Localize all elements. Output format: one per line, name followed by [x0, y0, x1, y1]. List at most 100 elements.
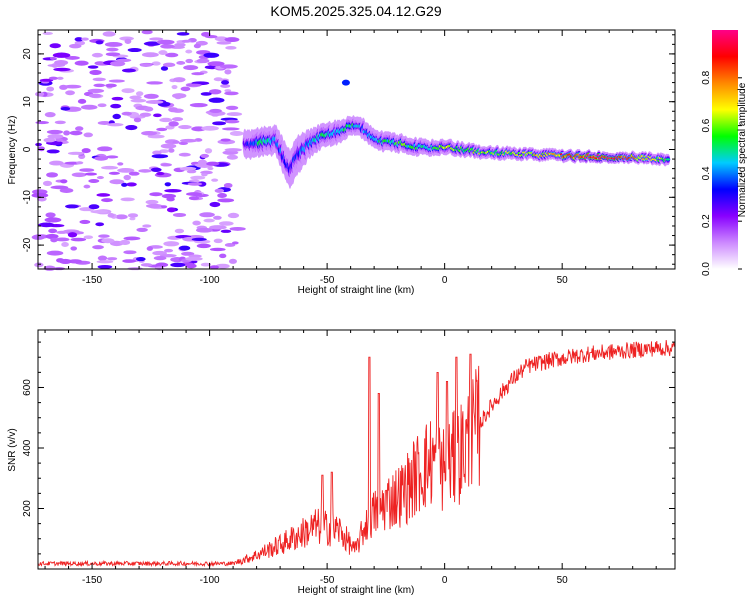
spectrogram-noise-speck	[104, 42, 123, 47]
spectrogram-noise-speck	[87, 88, 105, 93]
spectrogram-noise-speck	[106, 47, 119, 52]
spectrogram-noise-speck	[226, 154, 239, 160]
spectrogram-noise-speck	[37, 146, 45, 152]
spectrogram-noise-speck	[43, 265, 56, 271]
spectrogram-noise-speck	[35, 91, 45, 97]
spectrogram-noise-speck	[185, 192, 203, 196]
spectrogram-noise-speck	[96, 260, 114, 264]
spectrogram-noise-speck	[189, 103, 208, 108]
spectrogram-noise-speck	[210, 112, 220, 117]
spectrogram-noise-speck	[110, 60, 126, 67]
spectrogram-noise-speck	[204, 34, 218, 39]
spectrogram-noise-speck	[105, 155, 119, 159]
spectrogram-noise-speck	[185, 256, 203, 261]
spectrogram-noise-speck	[126, 182, 137, 187]
spectrogram-noise-speck	[141, 131, 158, 136]
spectrogram-noise-speck	[199, 212, 215, 218]
spectrogram-noise-speck	[97, 265, 113, 269]
spectrogram-noise-speck	[231, 241, 239, 245]
spectrogram-noise-speck	[84, 172, 97, 176]
spectrogram-x-ticks: -150 -100 -50 0 50	[44, 30, 657, 286]
spectrogram-noise-speck	[166, 207, 176, 213]
spectrogram-noise-speck	[45, 212, 56, 218]
spectrogram-noise-speck	[42, 180, 53, 186]
spectrogram-noise-speck	[74, 60, 89, 66]
spectrogram-noise-speck	[176, 32, 190, 36]
spectrogram-noise-speck	[128, 171, 140, 176]
spectrogram-noise-speck	[165, 52, 179, 58]
spectrogram-noise-speck	[50, 56, 57, 61]
spectrogram-noise-speck	[192, 220, 201, 226]
spectrogram-noise-speck	[96, 176, 104, 180]
y-tick-label: 400	[22, 439, 33, 456]
spectrogram-noise-speck	[52, 52, 71, 58]
spectrogram-noise-speck	[79, 219, 91, 225]
spectrogram-noise-speck	[79, 168, 95, 172]
spectrogram-noise-speck	[92, 77, 106, 82]
y-tick-label: 200	[22, 500, 33, 517]
spectrogram-noise-speck	[211, 178, 219, 182]
spectrogram-noise-speck	[87, 65, 99, 69]
spectrogram-noise-speck	[80, 104, 98, 110]
spectrogram-noise-speck	[160, 205, 168, 209]
spectrogram-noise-speck	[37, 196, 47, 202]
spectrogram-noise-speck	[220, 84, 231, 88]
spectrogram-noise-speck	[200, 153, 210, 158]
x-tick-label: -50	[320, 575, 335, 586]
spectrogram-ridge-layer	[242, 79, 671, 189]
x-tick-label: -150	[82, 275, 102, 286]
spectrogram-noise-speck	[213, 215, 222, 220]
spectrogram-noise-speck	[46, 172, 58, 178]
spectrogram-noise-speck	[143, 106, 154, 112]
spectrogram-noise-speck	[160, 163, 172, 167]
spectrogram-noise-speck	[54, 120, 66, 125]
spectrogram-noise-speck	[39, 78, 54, 82]
spectrogram-noise-speck	[196, 58, 210, 64]
spectrogram-noise-speck	[171, 84, 178, 90]
x-tick-label: 50	[557, 275, 569, 286]
snr-line-layer	[37, 339, 676, 568]
spectrogram-noise-speck	[59, 84, 68, 90]
spectrogram-noise-speck	[83, 184, 91, 189]
spectrogram-noise-speck	[226, 112, 243, 117]
spectrogram-noise-speck	[46, 86, 55, 92]
colorbar: 0.0 0.2 0.4 0.6 0.8 Normalized spectral ampl…	[701, 30, 748, 276]
spectrogram-noise-speck	[150, 167, 162, 172]
y-tick-label: 600	[22, 379, 33, 396]
spectrogram-noise-layer	[31, 29, 246, 271]
spectrogram-noise-speck	[172, 77, 186, 83]
spectrogram-y-ticks: -20 -10 0 10 20	[22, 34, 675, 265]
spectrogram-noise-speck	[200, 92, 212, 96]
spectrogram-noise-speck	[156, 171, 165, 176]
y-tick-label: 20	[22, 48, 33, 60]
spectrogram-noise-speck	[219, 253, 227, 259]
figure-title: KOM5.2025.325.04.12.G29	[270, 3, 441, 19]
spectrogram-noise-speck	[125, 125, 138, 131]
spectrogram-noise-speck	[193, 43, 201, 49]
spectrogram-noise-speck	[81, 37, 89, 41]
colorbar-label: Normalized spectral amplitude	[737, 82, 748, 217]
spectrogram-noise-speck	[141, 29, 153, 35]
spectrogram-noise-speck	[109, 179, 125, 185]
spectrogram-noise-speck	[185, 263, 197, 269]
spectrogram-noise-speck	[172, 140, 180, 144]
spectrogram-noise-speck	[196, 243, 211, 249]
spectrogram-noise-speck	[95, 222, 105, 227]
spectrogram-noise-speck	[96, 193, 111, 197]
spectrogram-noise-speck	[46, 149, 60, 154]
y-tick-label: -20	[22, 237, 33, 252]
spectrogram-isolated-blob	[341, 79, 350, 86]
y-tick-label: 0	[22, 146, 33, 152]
spectrogram-noise-speck	[101, 238, 115, 244]
spectrogram-noise-speck	[217, 193, 227, 198]
spectrogram-x-label: Height of straight line (km)	[298, 285, 415, 296]
spectrogram-noise-speck	[67, 151, 85, 155]
y-tick-label: 10	[22, 96, 33, 108]
spectrogram-noise-speck	[146, 81, 164, 85]
spectrogram-noise-speck	[172, 212, 187, 217]
snr-series-line	[37, 339, 676, 568]
x-tick-label: -50	[320, 275, 335, 286]
spectrogram-noise-speck	[97, 255, 108, 261]
